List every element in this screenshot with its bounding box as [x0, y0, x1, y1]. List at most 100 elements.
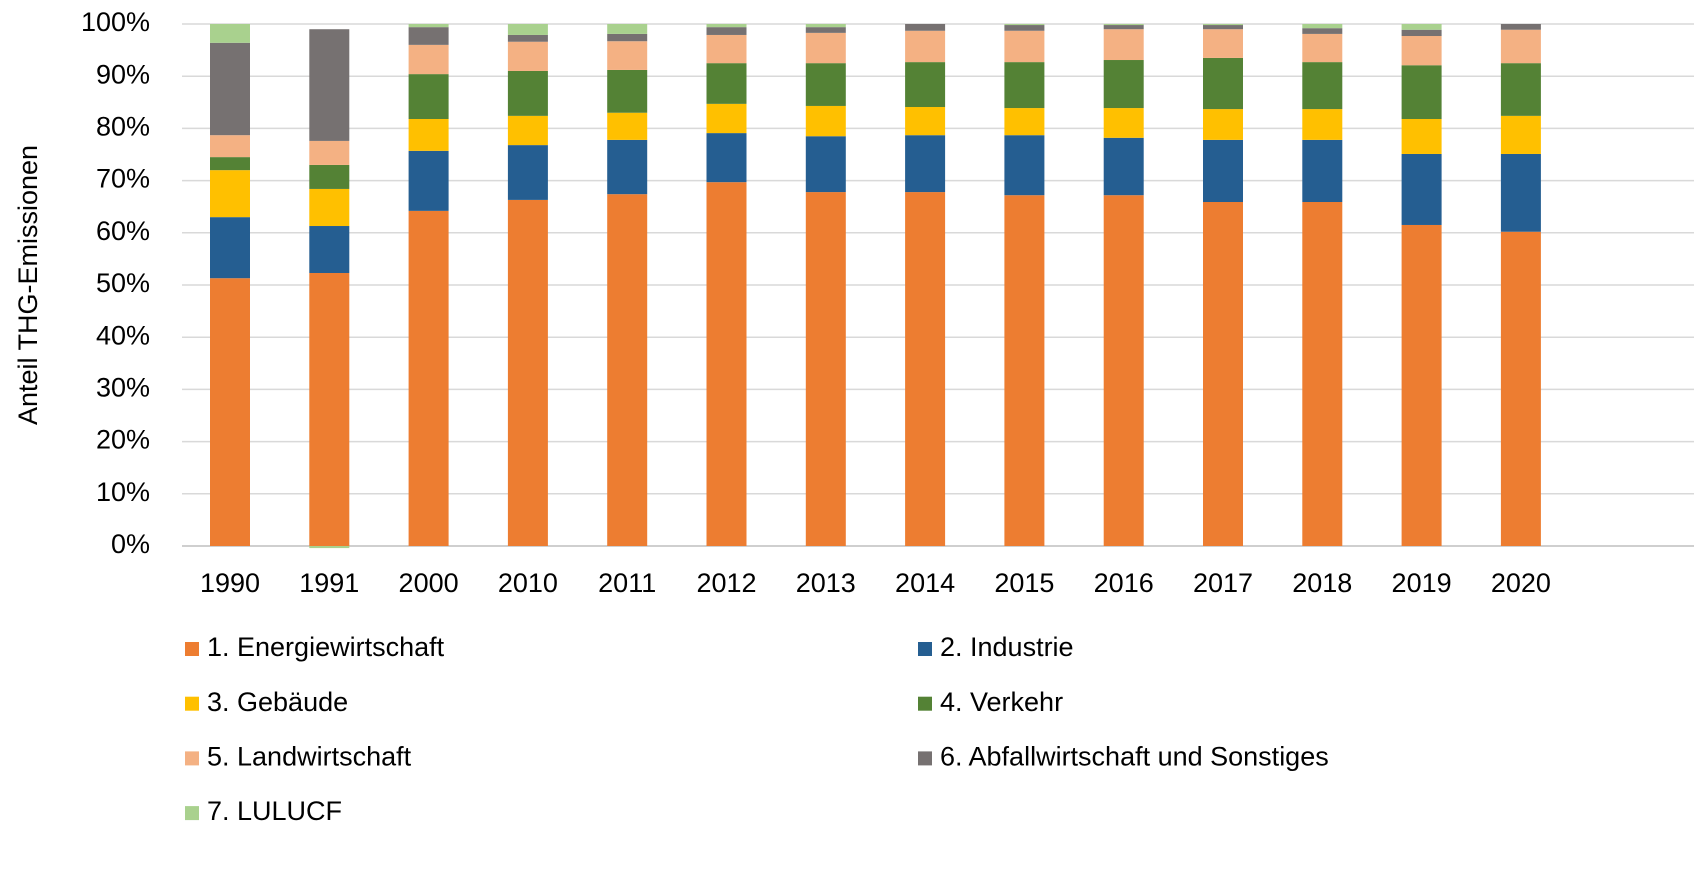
- bar-segment: [1401, 153, 1442, 225]
- bar-segment: [1500, 115, 1541, 154]
- bar-segment: [309, 226, 350, 273]
- bar-segment: [1103, 29, 1144, 61]
- x-tick-label: 2020: [1491, 568, 1551, 598]
- bar-segment: [210, 24, 250, 43]
- bar-segment: [309, 272, 350, 546]
- y-tick-label: 20%: [96, 425, 150, 455]
- x-tick-label: 1991: [299, 568, 359, 598]
- bar-segment: [1302, 202, 1343, 546]
- y-tick-label: 30%: [96, 373, 150, 403]
- y-tick-label: 0%: [111, 529, 150, 559]
- bar-segment: [1203, 202, 1243, 546]
- bar-segment: [1401, 36, 1442, 66]
- x-tick-label: 2019: [1392, 568, 1452, 598]
- bar-segment: [210, 170, 250, 218]
- bar-segment: [607, 139, 648, 195]
- bar-segment: [607, 41, 648, 70]
- bar-segment: [408, 119, 449, 151]
- bar-segment: [210, 135, 250, 158]
- bar-segment: [507, 34, 548, 42]
- bar-segment: [706, 24, 747, 28]
- bar-segment: [309, 29, 350, 141]
- bar-segment: [408, 74, 449, 120]
- bar-segment: [805, 27, 846, 33]
- bar-segment: [1302, 24, 1343, 29]
- bar-segment: [805, 32, 846, 64]
- bar-segment: [1203, 29, 1243, 58]
- bar-segment: [1302, 33, 1343, 63]
- bar-segment: [210, 278, 250, 546]
- y-tick-label: 50%: [96, 268, 150, 298]
- legend-swatch: [918, 696, 932, 711]
- y-tick-label: 60%: [96, 216, 150, 246]
- bar-segment: [805, 136, 846, 193]
- bar-segment: [607, 69, 648, 113]
- bar-segment: [408, 27, 449, 45]
- bar-segment: [1302, 62, 1343, 110]
- bar-segment: [309, 164, 350, 189]
- bar-segment: [408, 44, 449, 75]
- bar-segment: [607, 112, 648, 140]
- bar-segment: [1004, 135, 1045, 196]
- bar-segment: [1004, 30, 1045, 63]
- bar-segment: [905, 192, 946, 547]
- bar-segment: [1004, 24, 1045, 26]
- bar-segment: [905, 135, 946, 193]
- bar-segment: [1203, 109, 1243, 140]
- x-tick-label: 2013: [796, 568, 856, 598]
- bar-segment: [607, 24, 648, 34]
- bar-segment: [805, 63, 846, 106]
- legend-label: 4. Verkehr: [940, 687, 1063, 717]
- legend-label: 5. Landwirtschaft: [207, 742, 412, 772]
- bar-segment: [1203, 139, 1243, 203]
- bar-segment: [706, 133, 747, 183]
- bar-segment: [1401, 29, 1442, 37]
- bar-segment: [1500, 29, 1541, 64]
- x-tick-label: 1990: [200, 568, 260, 598]
- bar-segment: [1401, 119, 1442, 154]
- bar-segment: [1500, 153, 1541, 232]
- bar-segment: [1203, 24, 1243, 26]
- bar-segment: [1103, 108, 1144, 138]
- legend-swatch: [185, 696, 199, 711]
- bar-segment: [309, 140, 350, 165]
- legend-label: 7. LULUCF: [207, 796, 342, 826]
- bar-segment: [1500, 24, 1541, 30]
- legend-label: 2. Industrie: [940, 632, 1074, 662]
- bar-segment: [905, 30, 946, 63]
- x-tick-label: 2014: [895, 568, 955, 598]
- bar-segment: [1004, 195, 1045, 546]
- bar-segment: [805, 24, 846, 28]
- bar-segment: [1103, 195, 1144, 546]
- bar-segment: [1302, 109, 1343, 140]
- bar-segment: [1103, 60, 1144, 109]
- legend-swatch: [918, 642, 932, 656]
- x-tick-label: 2015: [994, 568, 1054, 598]
- x-tick-label: 2017: [1193, 568, 1253, 598]
- bar-segment: [905, 24, 946, 31]
- bar-segment: [1203, 25, 1243, 30]
- bar-segment: [1302, 139, 1343, 203]
- bar-segment: [805, 192, 846, 547]
- x-tick-label: 2011: [598, 568, 656, 598]
- bar-segment: [1500, 231, 1541, 547]
- bar-segment: [507, 145, 548, 200]
- bar-segment: [507, 41, 548, 71]
- bar-segment: [1203, 57, 1243, 110]
- x-tick-label: 2000: [399, 568, 459, 598]
- bar-segment: [507, 24, 548, 35]
- bar-segment: [309, 188, 350, 227]
- y-tick-label: 40%: [96, 320, 150, 350]
- bar-segment: [706, 34, 747, 64]
- bar-segment: [1004, 25, 1045, 31]
- y-axis-label: Anteil THG-Emissionen: [13, 145, 43, 425]
- y-tick-label: 80%: [96, 112, 150, 142]
- bar-segment: [210, 217, 250, 279]
- legend-swatch: [185, 642, 199, 656]
- x-tick-label: 2012: [696, 568, 756, 598]
- bar-segment: [1103, 24, 1144, 26]
- bar-segment: [408, 24, 449, 28]
- bar-segment: [210, 157, 250, 171]
- bar-segment: [706, 103, 747, 134]
